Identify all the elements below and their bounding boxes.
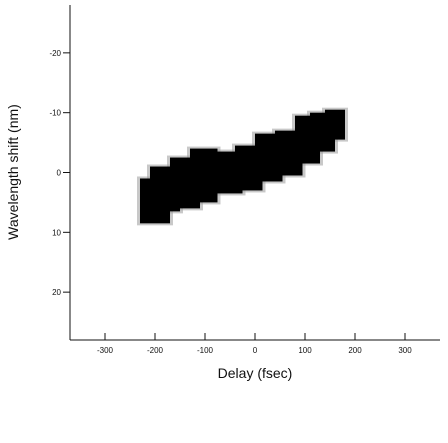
x-tick-label: -200	[147, 346, 164, 355]
y-tick-label: 0	[57, 169, 62, 178]
y-tick-label: -10	[49, 109, 61, 118]
y-tick-label: 10	[52, 228, 61, 237]
heatmap-cell	[325, 109, 345, 140]
plot-area	[137, 107, 348, 226]
x-tick-label: 0	[253, 346, 258, 355]
x-tick-label: -300	[97, 346, 114, 355]
y-axis-title: Wavelength shift (nm)	[5, 104, 21, 240]
y-tick-label: -20	[49, 49, 61, 58]
y-tick-label: 20	[52, 288, 61, 297]
x-tick-label: 200	[348, 346, 362, 355]
y-ticks: -20 -10 0 10 20	[49, 49, 70, 297]
x-axis-title: Delay (fsec)	[218, 365, 293, 381]
x-tick-label: 100	[298, 346, 312, 355]
x-tick-label: 300	[398, 346, 412, 355]
x-tick-label: -100	[197, 346, 214, 355]
x-ticks: -300 -200 -100 0 100 200 300	[97, 333, 412, 355]
